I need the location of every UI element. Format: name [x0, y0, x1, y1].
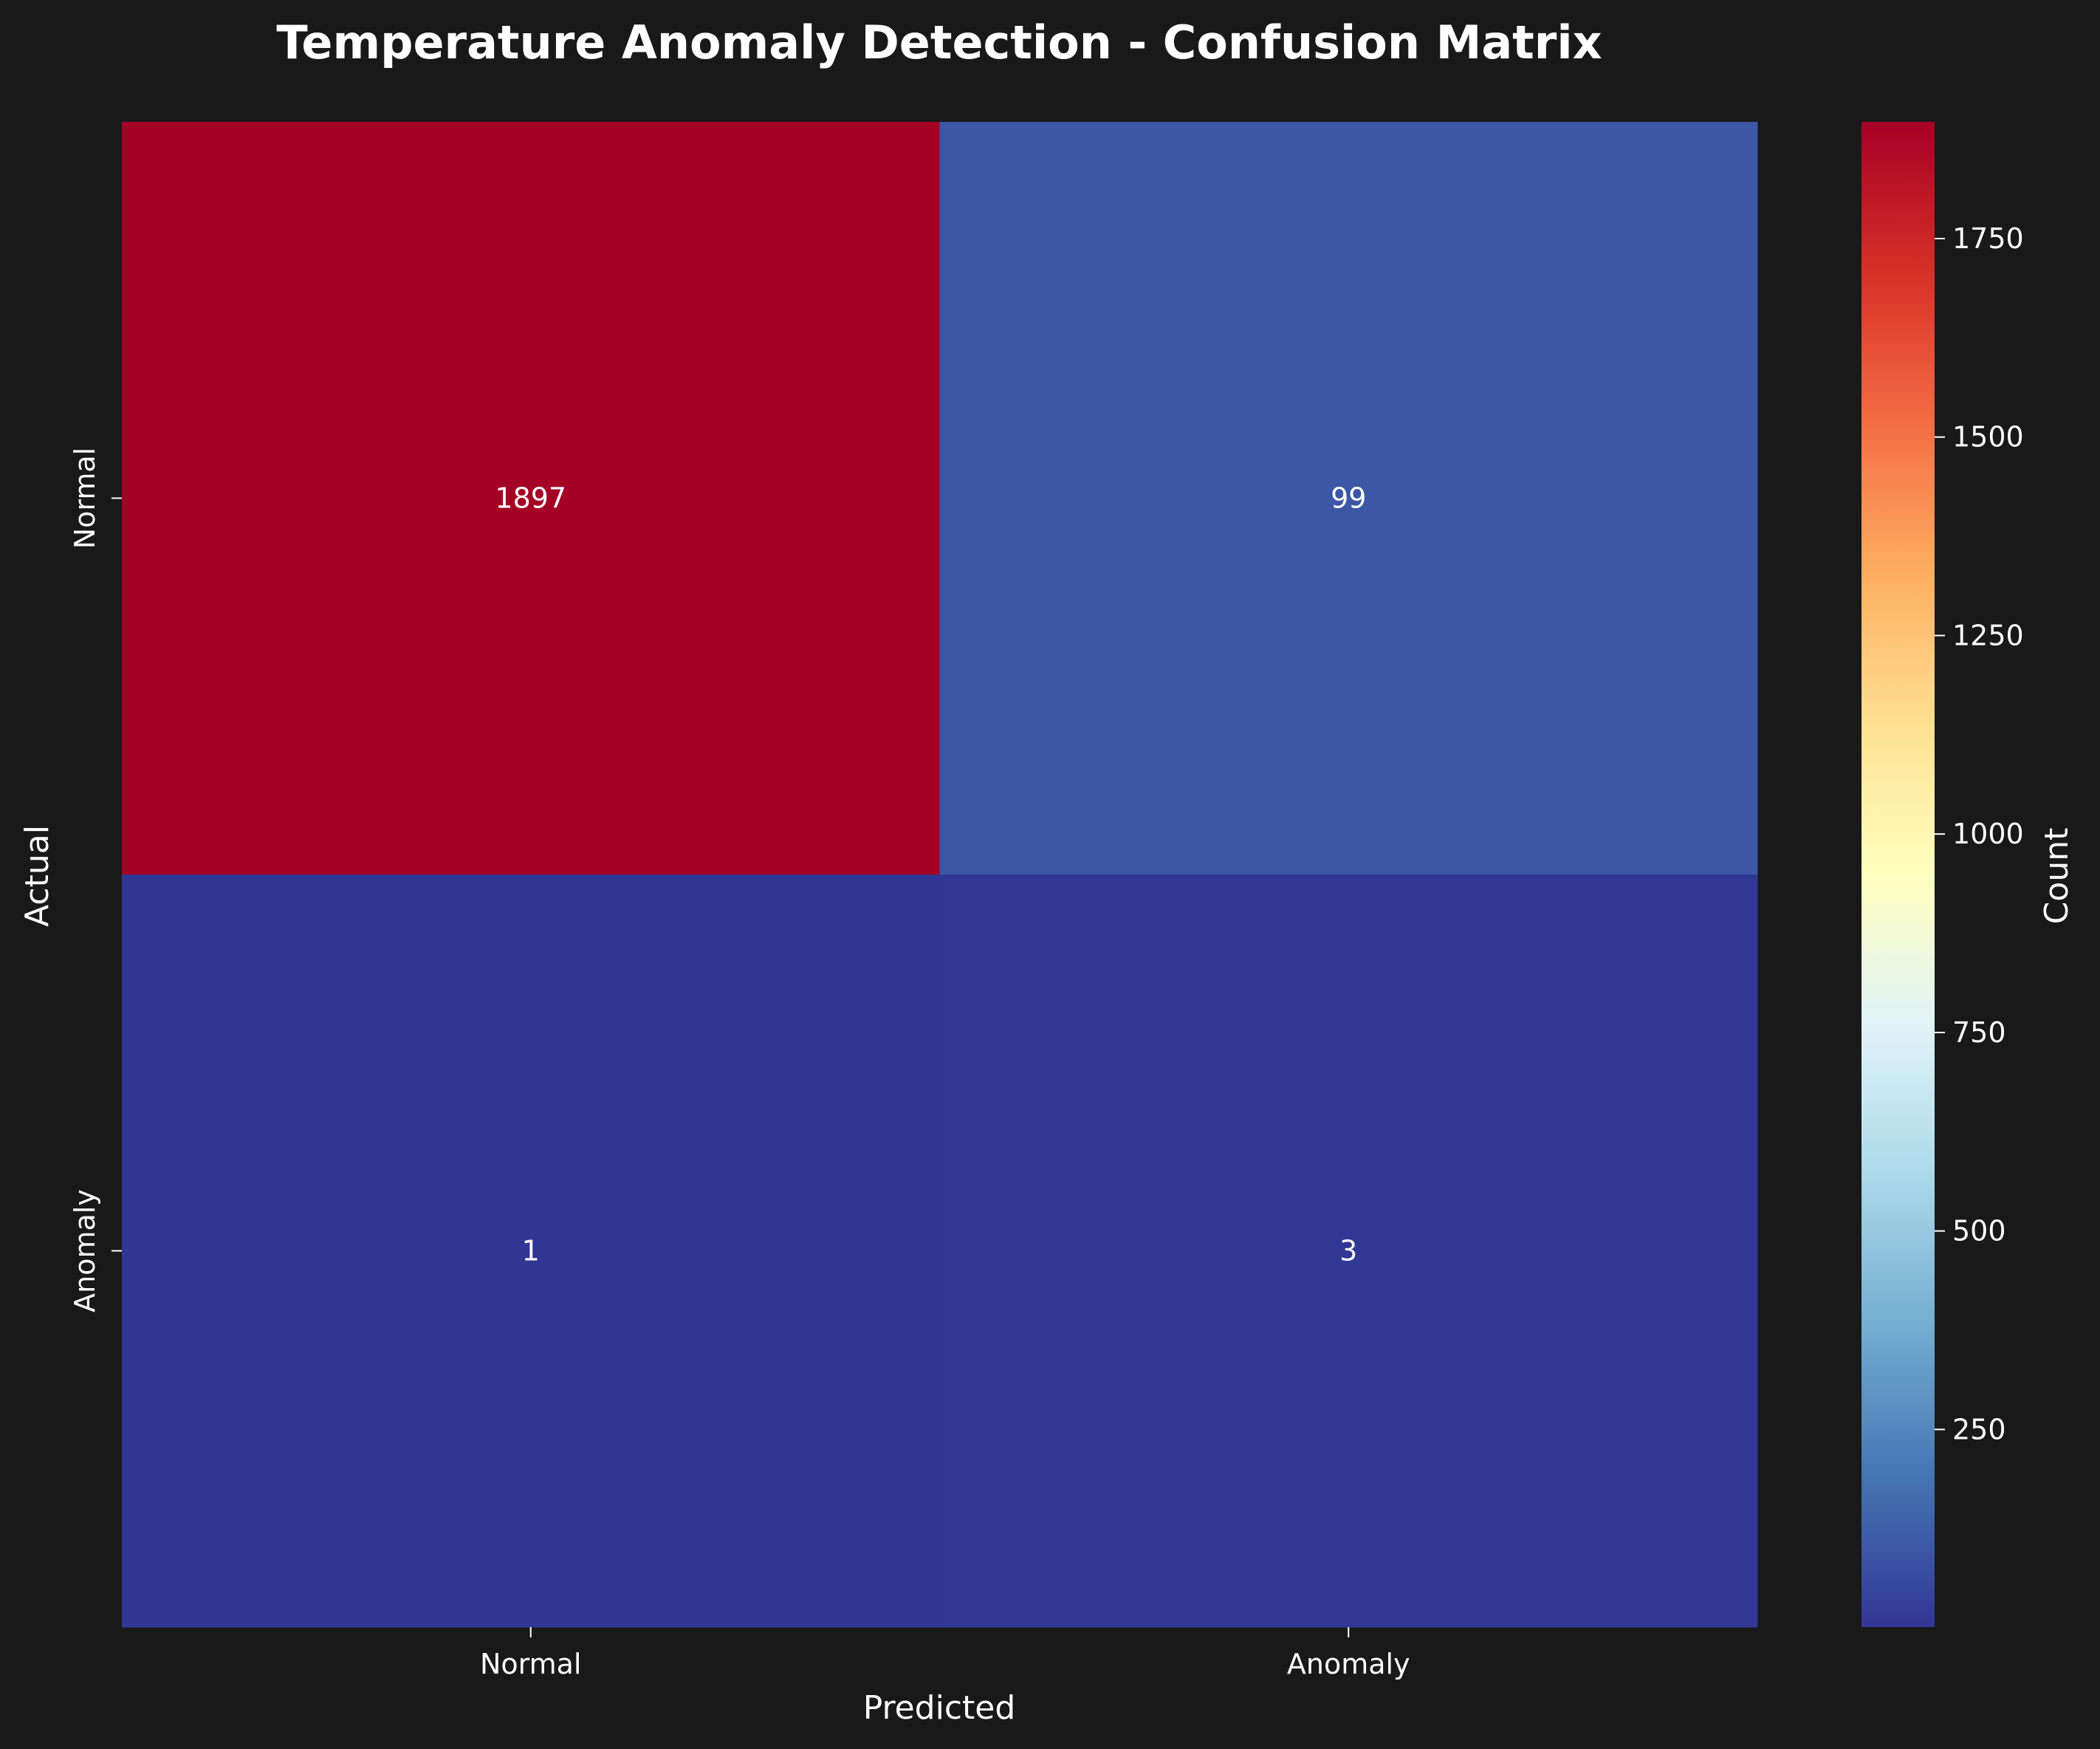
y-axis-label: Actual: [18, 825, 56, 927]
colorbar: [1861, 122, 1935, 1627]
heatmap-cell: [939, 122, 1758, 875]
heatmap-cell: [122, 875, 940, 1628]
cell-value-label: 3: [1339, 1235, 1357, 1267]
colorbar-tick-label: 1000: [1952, 818, 2024, 850]
cell-value-label: 1: [522, 1235, 540, 1267]
x-axis-ticks: Normal Anomaly: [480, 1627, 1410, 1680]
cell-value-label: 1897: [495, 482, 566, 515]
colorbar-ticks: 250 500 750 1000 1250 1500 1750: [1935, 222, 2024, 1445]
colorbar-tick-label: 750: [1952, 1016, 2006, 1049]
heatmap-cell: [122, 122, 940, 875]
y-tick-label: Anomaly: [69, 1189, 101, 1312]
x-tick-label: Normal: [480, 1648, 582, 1680]
colorbar-label: Count: [2038, 828, 2076, 925]
cell-value-label: 99: [1331, 482, 1366, 515]
x-tick-label: Anomaly: [1287, 1648, 1410, 1680]
colorbar-tick-label: 250: [1952, 1413, 2006, 1445]
y-tick-label: Normal: [69, 448, 101, 550]
heatmap-cell: [939, 875, 1758, 1628]
y-axis-ticks: Normal Anomaly: [69, 448, 122, 1312]
colorbar-tick-label: 1500: [1952, 421, 2024, 453]
chart-title: Temperature Anomaly Detection - Confusio…: [276, 16, 1602, 69]
x-axis-label: Predicted: [863, 1689, 1016, 1727]
colorbar-tick-label: 1250: [1952, 619, 2024, 651]
heatmap-cells: 1897 99 1 3: [122, 122, 1758, 1628]
colorbar-tick-label: 500: [1952, 1215, 2006, 1247]
colorbar-tick-label: 1750: [1952, 222, 2024, 255]
